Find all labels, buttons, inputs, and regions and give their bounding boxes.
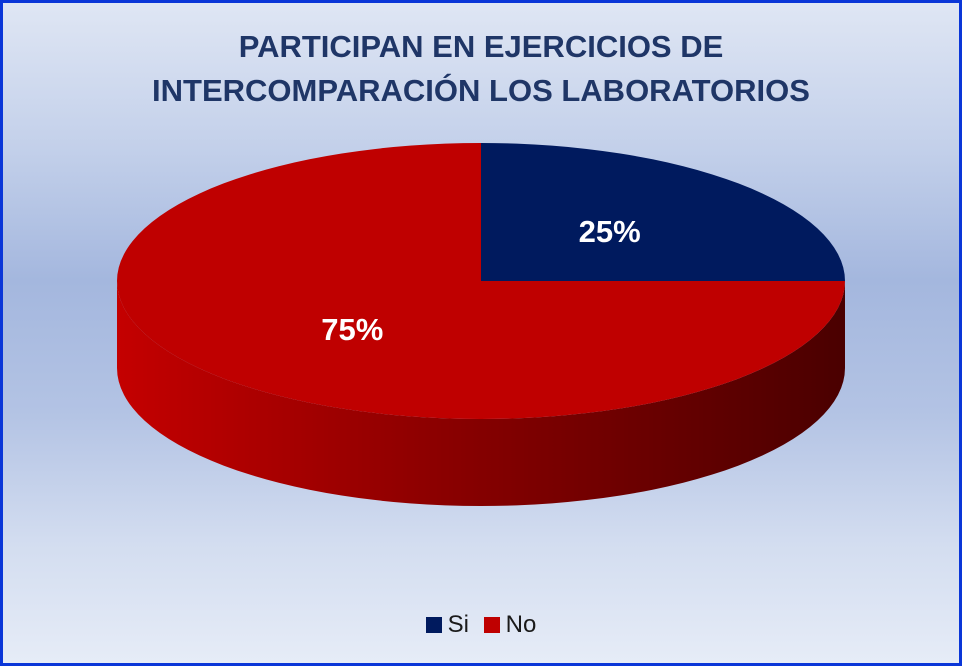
legend-item-si: Si [425,611,469,639]
legend-label-si: Si [447,611,469,638]
data-label-no: 75% [321,312,383,347]
legend-item-no: No [483,611,537,639]
chart-title-line-1: PARTICIPAN EN EJERCICIOS DE [238,29,724,64]
legend-swatch-si [425,617,442,633]
chart-title-line-2: INTERCOMPARACIÓN LOS LABORATORIOS [152,73,810,108]
pie-slice-no [117,143,845,419]
chart-title: PARTICIPAN EN EJERCICIOS DE INTERCOMPARA… [3,25,959,113]
chart-legend: Si No [3,611,959,640]
pie-chart: 25% 75% [117,143,845,506]
legend-label-no: No [505,611,537,638]
data-label-si: 25% [579,214,641,249]
pie-side-wall [117,281,845,506]
legend-swatch-no [483,617,500,633]
pie-slice-si [481,143,845,281]
